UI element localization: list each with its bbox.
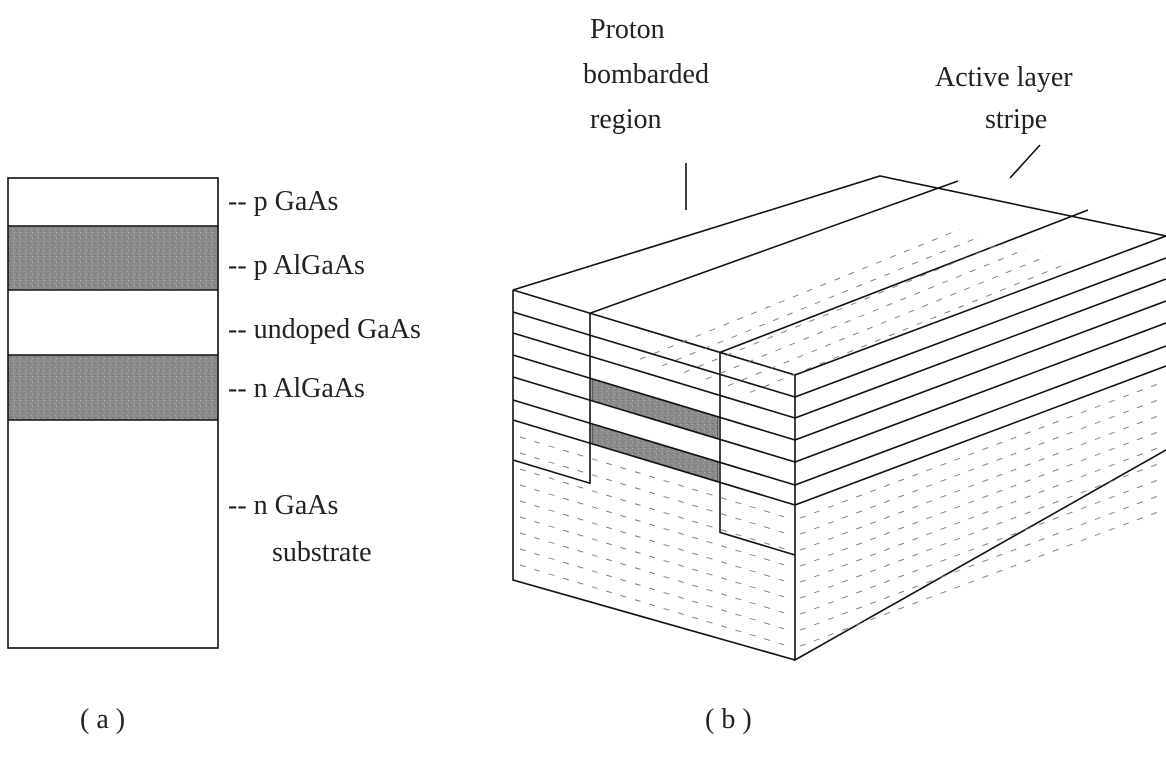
texture <box>519 436 791 519</box>
layer-edge <box>794 365 1166 506</box>
layer-label: -- p AlGaAs <box>228 250 365 281</box>
texture <box>705 248 1027 380</box>
proton-label: Proton <box>590 14 665 45</box>
texture <box>799 382 1161 519</box>
layer-label: -- n GaAs <box>228 490 338 521</box>
caption: ( b ) <box>705 704 752 735</box>
texture <box>727 255 1049 387</box>
panel-a: -- p GaAs -- p AlGaAs -- undoped GaAs --… <box>7 177 421 735</box>
layer-label: substrate <box>272 537 372 568</box>
layer-stack <box>7 177 219 649</box>
layer-edge <box>512 332 796 419</box>
layer-edge <box>512 399 796 486</box>
stripe-edge <box>589 180 959 314</box>
panel-b: Proton bombarded region Active layer str… <box>512 14 1166 735</box>
outline <box>512 175 1166 662</box>
layer-edge <box>512 354 796 441</box>
proton-region <box>512 313 591 485</box>
proton-region <box>719 352 796 556</box>
stripe-label: stripe <box>985 104 1047 135</box>
texture <box>799 462 1161 599</box>
layer-label: -- p GaAs <box>228 186 338 217</box>
texture <box>519 564 791 647</box>
layer-label: -- n AlGaAs <box>228 373 365 404</box>
texture <box>799 414 1161 551</box>
layer-edge <box>794 257 1166 398</box>
texture <box>519 548 791 631</box>
texture <box>519 532 791 615</box>
texture <box>519 484 791 567</box>
layer-edge <box>794 345 1166 486</box>
layer-edge <box>512 376 796 463</box>
layer-edge <box>794 300 1166 441</box>
texture <box>519 500 791 583</box>
layer-edge <box>794 278 1166 419</box>
texture <box>519 468 791 551</box>
texture <box>683 242 1005 373</box>
texture <box>661 235 983 367</box>
texture <box>799 398 1161 535</box>
texture <box>799 510 1161 647</box>
leader-line <box>1009 144 1041 179</box>
layer-edge <box>512 311 796 398</box>
p-algaas-layer <box>8 226 218 290</box>
texture <box>519 452 791 535</box>
texture <box>799 494 1161 631</box>
texture <box>519 516 791 599</box>
texture <box>799 430 1161 567</box>
layer-label: -- undoped GaAs <box>228 314 421 345</box>
n-algaas-layer <box>8 355 218 420</box>
texture <box>749 261 1071 393</box>
proton-label: region <box>590 104 662 135</box>
texture <box>799 478 1161 615</box>
layer-edge <box>512 419 796 506</box>
stripe-label: Active layer <box>935 62 1073 93</box>
caption: ( a ) <box>80 704 125 735</box>
stripe-edge <box>719 209 1089 354</box>
layer-edge <box>794 322 1166 463</box>
texture <box>799 446 1161 583</box>
texture <box>639 228 961 360</box>
proton-label: bombarded <box>583 59 709 90</box>
